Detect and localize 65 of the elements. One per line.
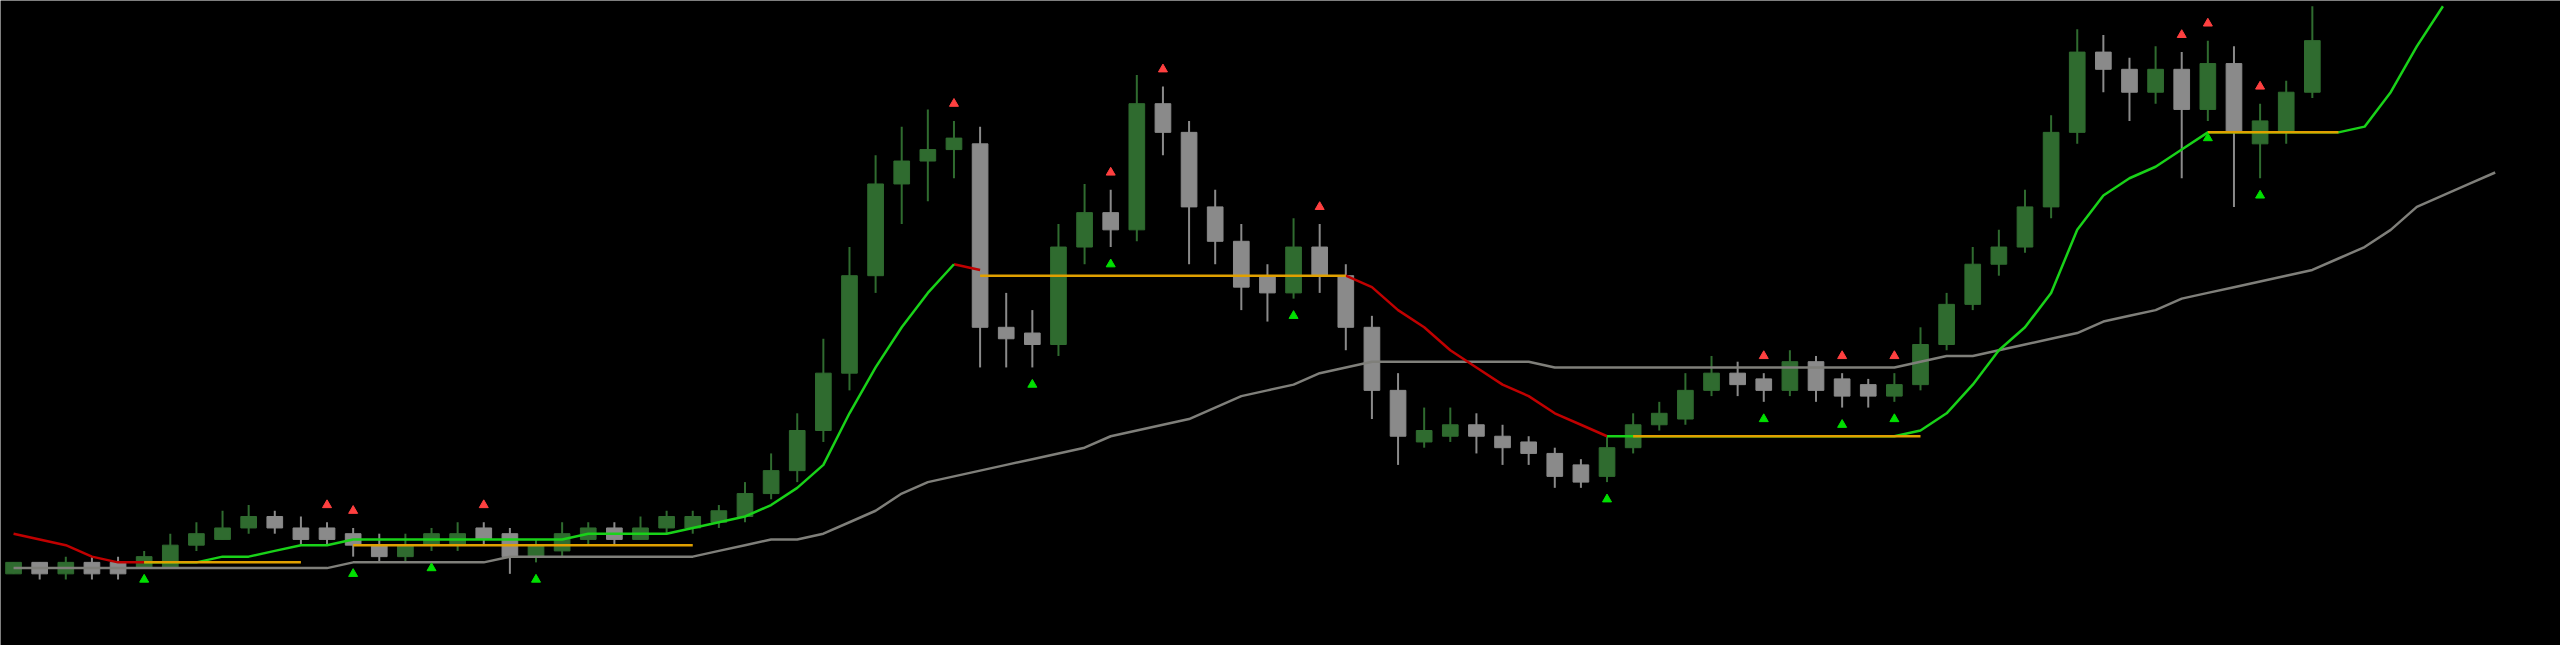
candlestick (945, 119, 963, 180)
candlestick (318, 521, 336, 547)
point (1105, 258, 1116, 268)
point (2255, 80, 2266, 90)
point (1157, 63, 1168, 73)
point (1758, 350, 1769, 360)
point (348, 505, 359, 514)
point (426, 562, 437, 572)
candlestick (240, 504, 257, 535)
point (139, 573, 150, 583)
candlestick (710, 504, 728, 529)
point (1602, 493, 1613, 503)
candlestick (1729, 360, 1746, 398)
candlestick (1415, 406, 1433, 449)
candlestick (1024, 309, 1041, 369)
point (1288, 310, 1299, 319)
point (478, 499, 489, 509)
candlestick (684, 509, 702, 535)
candlestick (1859, 377, 1877, 409)
point (1889, 350, 1900, 360)
candlestick (762, 452, 780, 501)
candlestick (1886, 372, 1903, 403)
point (322, 499, 333, 509)
point (1837, 419, 1848, 428)
candlestick (1990, 228, 2008, 277)
candlestick (1102, 188, 1120, 249)
candlestick (1468, 412, 1485, 455)
point (1889, 413, 1900, 423)
point (1105, 166, 1116, 176)
candlestick (1259, 263, 1276, 323)
candlestick (1650, 400, 1668, 432)
point (2202, 132, 2213, 142)
candlestick (214, 509, 231, 541)
candlestick (919, 108, 937, 203)
point (948, 98, 959, 107)
point (1758, 413, 1769, 423)
point (2255, 189, 2266, 199)
point (1837, 350, 1848, 360)
candlestick (188, 521, 205, 552)
candlestick (658, 509, 675, 535)
candlestick (1833, 372, 1851, 409)
candlestick (2147, 45, 2164, 105)
point (2202, 17, 2213, 27)
candlestick (397, 532, 414, 564)
candlestick (266, 509, 284, 535)
candlestick (370, 532, 388, 564)
candlestick (1624, 412, 1642, 455)
point (2176, 29, 2187, 38)
point (531, 573, 542, 583)
point (348, 568, 359, 577)
candlestick (292, 515, 310, 547)
point (1027, 378, 1038, 388)
candlestick (893, 125, 911, 226)
candlestick (1520, 435, 1537, 466)
candlestick (1546, 446, 1564, 489)
candlestick (1494, 423, 1511, 466)
candlestick (997, 291, 1015, 369)
candlestick (2121, 56, 2138, 122)
point (1314, 201, 1325, 210)
candlestick (475, 521, 493, 547)
candlestick (1572, 458, 1590, 489)
candlestick (1703, 354, 1720, 398)
candlestick (1441, 406, 1459, 443)
candlestick (1755, 372, 1773, 403)
candlestick (2095, 33, 2112, 94)
